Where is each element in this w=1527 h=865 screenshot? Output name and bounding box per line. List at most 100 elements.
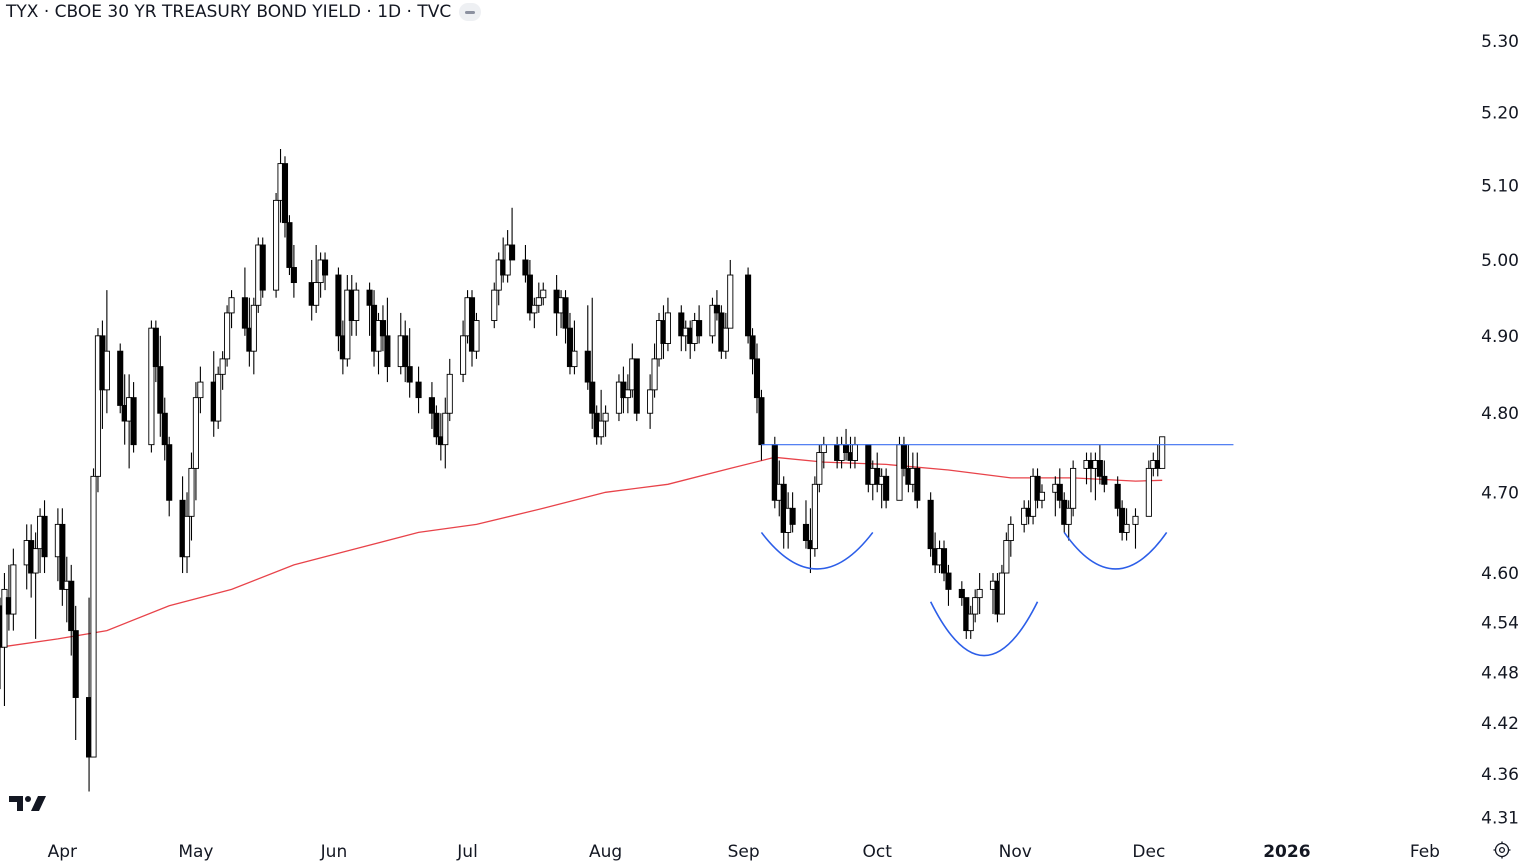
candle	[927, 492, 934, 557]
time-tick-label: Dec	[1132, 842, 1165, 862]
moving-average-layer	[0, 456, 1163, 648]
candle	[273, 192, 280, 298]
tradingview-logo-icon[interactable]	[9, 794, 47, 816]
time-tick-label: 2026	[1263, 842, 1310, 862]
candle	[713, 290, 720, 321]
candle	[290, 244, 297, 298]
candle	[1132, 508, 1139, 549]
candle	[366, 282, 373, 336]
candle	[1119, 500, 1126, 541]
candle	[460, 320, 467, 383]
candle	[1096, 444, 1103, 485]
candle	[406, 328, 413, 398]
candle	[90, 468, 97, 758]
time-tick-label: Sep	[728, 842, 760, 862]
price-tick-label: 5.20	[1481, 104, 1519, 124]
price-tick-label: 4.54	[1481, 613, 1519, 633]
last-price-badge: 4.77	[1480, 433, 1521, 453]
candle	[1087, 452, 1095, 493]
candle	[491, 282, 498, 329]
candle	[59, 508, 66, 606]
pattern-arc[interactable]	[1063, 531, 1168, 570]
candle	[540, 282, 547, 306]
candle	[562, 290, 569, 344]
price-tick-label: 4.36	[1481, 765, 1519, 785]
candle	[967, 605, 974, 639]
candle	[598, 389, 605, 445]
ma-value-badge: 4.73	[1480, 465, 1521, 485]
candle	[811, 476, 818, 557]
candle	[651, 343, 658, 398]
candle	[571, 320, 578, 375]
candle	[584, 305, 591, 390]
candle	[183, 492, 191, 574]
candle	[789, 492, 796, 533]
candle	[883, 468, 890, 509]
time-tick-label: Jun	[320, 842, 348, 862]
candle	[647, 374, 654, 429]
price-tick-label: 5.30	[1481, 32, 1519, 52]
candle	[286, 215, 293, 276]
time-tick-label: Aug	[589, 842, 622, 862]
candle	[945, 564, 952, 606]
candle	[215, 366, 222, 429]
candle	[192, 382, 199, 501]
price-tick-label: 4.90	[1481, 327, 1519, 347]
candle	[709, 297, 716, 344]
price-tick-label: 4.80	[1481, 404, 1519, 424]
time-tick-label: Jul	[456, 842, 478, 862]
candle	[958, 581, 965, 606]
candle	[758, 389, 765, 461]
candle	[678, 305, 685, 352]
candle	[130, 382, 137, 453]
price-tick-label: 4.60	[1481, 564, 1519, 584]
candle	[197, 366, 204, 414]
candle	[157, 335, 164, 437]
candle	[998, 564, 1005, 615]
pattern-arc[interactable]	[929, 601, 1039, 657]
candle	[188, 452, 195, 541]
candle	[103, 290, 110, 414]
gear-icon[interactable]	[1492, 840, 1512, 864]
candle	[1159, 436, 1166, 469]
candle	[473, 312, 480, 359]
ma-line	[0, 456, 1163, 648]
symbol-title[interactable]: TYX · CBOE 30 YR TREASURY BOND YIELD · 1…	[6, 2, 452, 22]
candle	[353, 282, 360, 336]
time-tick-label: Oct	[863, 842, 893, 862]
candle	[241, 267, 248, 336]
time-tick-label: Apr	[48, 842, 77, 862]
price-tick-label: 4.31	[1481, 809, 1519, 829]
price-tick-label: 5.10	[1481, 177, 1519, 197]
candle	[874, 452, 881, 493]
candle	[322, 252, 329, 291]
candle	[749, 328, 756, 375]
candle	[727, 259, 734, 329]
candle	[1070, 460, 1077, 517]
candle	[1065, 500, 1072, 541]
candle	[1, 573, 8, 706]
candle	[428, 382, 435, 429]
candle	[224, 305, 231, 367]
candle	[1003, 532, 1010, 574]
candle	[976, 573, 983, 615]
time-axis[interactable]: MarAprMayJunJulAugSepOctNovDec2026Feb	[0, 842, 1440, 862]
candle	[1007, 516, 1014, 557]
candle	[753, 343, 761, 414]
candle	[745, 267, 752, 344]
candle	[148, 320, 155, 453]
candle	[41, 500, 48, 574]
candle	[940, 540, 948, 582]
time-tick-label: Nov	[999, 842, 1032, 862]
time-tick-label: Feb	[1410, 842, 1440, 862]
candle	[914, 452, 921, 509]
candle	[972, 589, 979, 623]
minus-toggle-icon[interactable]	[459, 3, 482, 21]
price-axis[interactable]: 5.30 5.20 5.10 5.00 4.90 4.80 4.70 4.60 4.54 4.48…	[1481, 32, 1519, 828]
price-tick-label: 4.48	[1481, 663, 1519, 683]
pattern-arc[interactable]	[760, 531, 874, 570]
candle	[442, 397, 449, 469]
candle	[379, 305, 386, 352]
candle	[566, 312, 574, 375]
